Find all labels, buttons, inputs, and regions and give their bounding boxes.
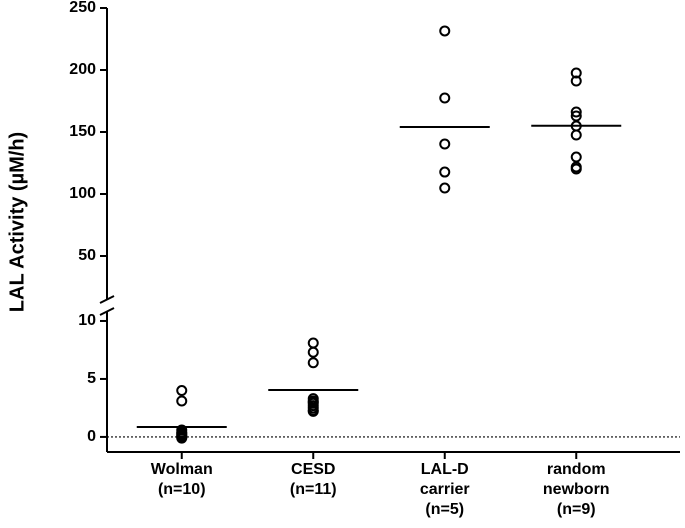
data-point [307, 337, 319, 349]
y-tick-label: 50 [78, 247, 96, 264]
x-tick-label: newborn [543, 481, 610, 498]
axis-break [99, 295, 115, 304]
data-point [176, 385, 188, 397]
x-tick-label: (n=11) [290, 481, 337, 498]
y-tick-label: 250 [69, 0, 96, 16]
x-tick-label: carrier [420, 481, 470, 498]
data-point [307, 346, 319, 358]
y-tick-label: 100 [69, 185, 96, 202]
x-tick-label: (n=10) [158, 481, 206, 498]
data-point [439, 182, 451, 194]
y-tick-label: 0 [87, 428, 96, 445]
x-tick-label: random [547, 461, 606, 478]
x-tick-label: LAL-D [421, 461, 469, 478]
y-tick-label: 200 [69, 61, 96, 78]
x-tick-label: (n=9) [557, 501, 596, 518]
y-tick-label: 10 [78, 312, 96, 329]
data-point [176, 395, 188, 407]
x-tick-label: CESD [291, 461, 335, 478]
x-tick-label: (n=5) [425, 501, 464, 518]
data-point [439, 25, 451, 37]
data-point [570, 151, 582, 163]
data-point [570, 106, 582, 118]
axis-break [99, 307, 115, 316]
data-point [307, 405, 319, 417]
data-point [439, 92, 451, 104]
data-point [439, 138, 451, 150]
data-point [570, 129, 582, 141]
data-point [570, 75, 582, 87]
y-tick-label: 150 [69, 123, 96, 140]
data-point [570, 110, 582, 122]
data-point [439, 166, 451, 178]
y-axis-label: LAL Activity (µM/h) [6, 132, 28, 312]
x-tick-label: Wolman [151, 461, 213, 478]
data-point [307, 357, 319, 369]
data-point [176, 432, 188, 444]
y-tick-label: 5 [87, 370, 96, 387]
data-point [570, 163, 582, 175]
